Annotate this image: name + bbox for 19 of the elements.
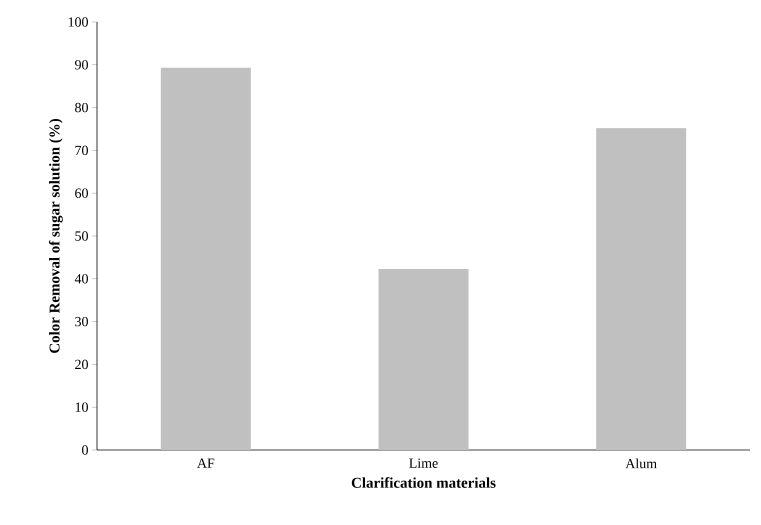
y-tick-label: 90 xyxy=(74,60,88,70)
y-tick-label: 70 xyxy=(75,146,88,156)
bar xyxy=(160,68,251,450)
y-tick-label: 0 xyxy=(82,445,88,455)
y-tick-label: 30 xyxy=(75,316,88,326)
y-tick-label: 100 xyxy=(68,17,88,27)
x-axis-title: Clarification materials xyxy=(352,477,496,488)
x-tick-label: Lime xyxy=(409,458,438,468)
bar xyxy=(596,128,686,450)
x-tick-label: AF xyxy=(197,458,214,468)
y-tick-label: 40 xyxy=(74,274,88,284)
y-tick-label: 50 xyxy=(75,231,88,241)
y-tick-label: 60 xyxy=(75,188,88,198)
y-tick-label: 10 xyxy=(76,402,88,412)
y-tick-label: 20 xyxy=(75,360,88,370)
x-tick-label: Alum xyxy=(625,458,657,468)
y-tick-label: 80 xyxy=(75,102,88,112)
bar xyxy=(378,268,469,450)
y-axis-title: Color Removal of sugar solution (%) xyxy=(48,118,63,353)
